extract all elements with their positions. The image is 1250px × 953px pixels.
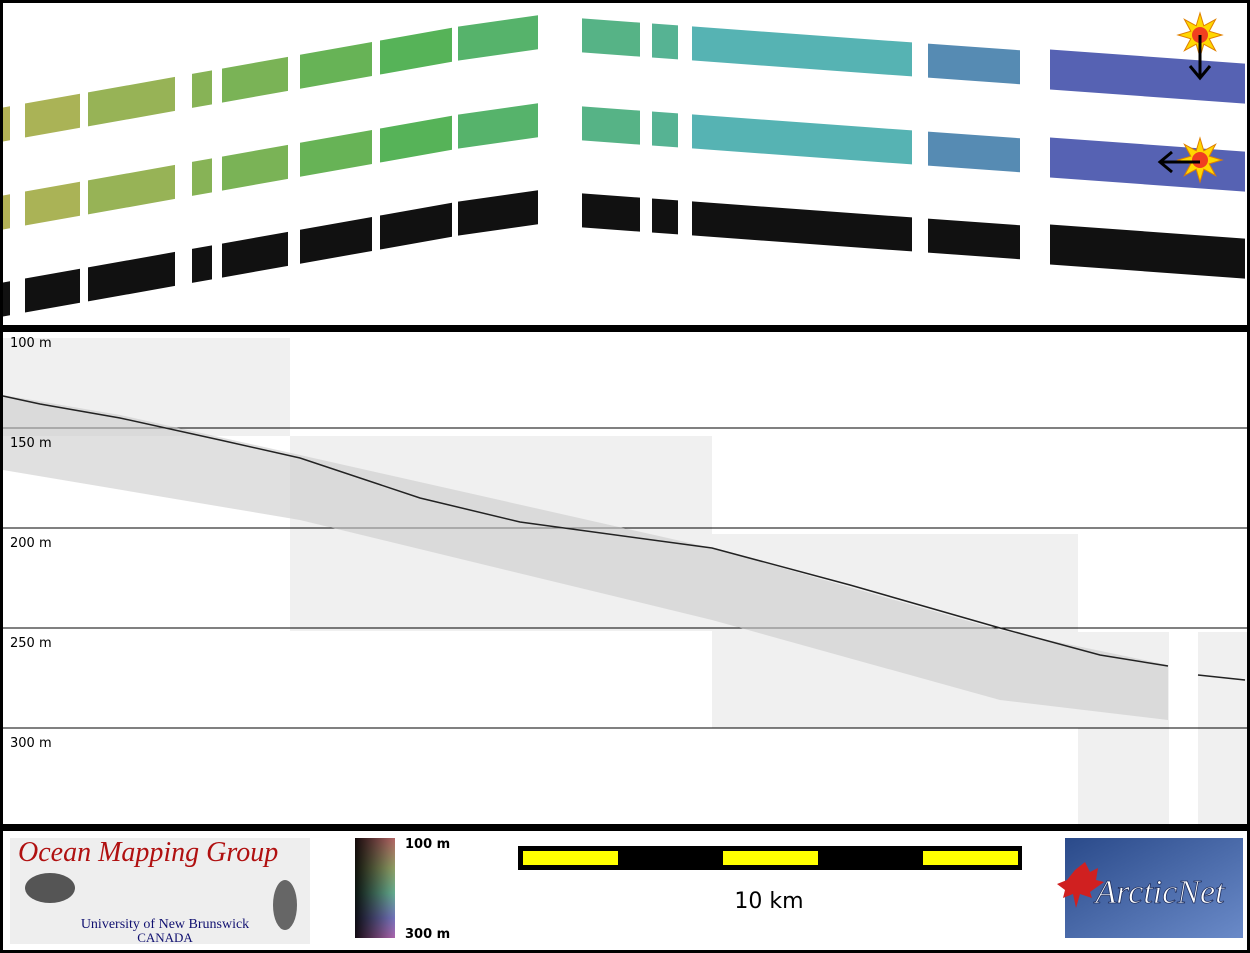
swath (652, 111, 678, 148)
sun-icons (1157, 11, 1224, 184)
swath (88, 164, 175, 215)
swath (380, 202, 452, 250)
swath (192, 70, 212, 108)
swath (25, 93, 80, 138)
swath (380, 115, 452, 163)
depth-label: 100 m (10, 336, 52, 351)
swath (582, 18, 640, 57)
swath (1050, 224, 1245, 279)
colorbar-bottom: 300 m (405, 927, 450, 942)
depth-label: 200 m (10, 536, 52, 551)
scale-label: 10 km (734, 889, 803, 914)
logo-university: University of New Brunswick (81, 917, 249, 932)
swath (222, 144, 288, 191)
swath (300, 216, 372, 264)
swath (692, 201, 912, 252)
logo-country: CANADA (137, 930, 193, 945)
swath (3, 281, 10, 317)
swath (88, 251, 175, 302)
swath (458, 190, 538, 236)
depth-label: 250 m (10, 636, 52, 651)
swath (582, 106, 640, 145)
swath (928, 218, 1020, 260)
arrow-head (1157, 150, 1173, 174)
profile: 100 m 150 m 200 m 250 m 300 m (2, 336, 1247, 824)
swath (692, 114, 912, 165)
swath (928, 43, 1020, 85)
swath (222, 56, 288, 103)
swath (3, 106, 10, 142)
swath (692, 26, 912, 77)
depth-label: 300 m (10, 736, 52, 751)
swath (192, 158, 212, 196)
swath (88, 76, 175, 127)
swath (25, 181, 80, 226)
arrow-head (1188, 65, 1212, 81)
depth-label: 150 m (10, 436, 52, 451)
swath (192, 245, 212, 283)
swath (582, 193, 640, 232)
swath (458, 15, 538, 61)
scale-bar: 10 km (518, 846, 1022, 914)
swath (300, 41, 372, 89)
swath (652, 23, 678, 60)
colorbar: 100 m 300 m (355, 837, 450, 942)
swaths (3, 15, 1245, 317)
swath (25, 268, 80, 313)
swath (458, 103, 538, 149)
logo-title: Ocean Mapping Group (18, 837, 278, 868)
swath (222, 231, 288, 278)
colorbar-top: 100 m (405, 837, 450, 852)
ocean-mapping-logo: Ocean Mapping Group University of New Br… (10, 837, 310, 945)
arcticnet-title: ArcticNet (1093, 874, 1226, 911)
swath (928, 131, 1020, 173)
swath (3, 194, 10, 230)
arcticnet-logo: ArcticNet (1057, 838, 1243, 938)
swath (652, 198, 678, 235)
sun-core (1192, 152, 1208, 168)
swath (1050, 49, 1245, 104)
swath (300, 129, 372, 177)
swath (380, 27, 452, 75)
